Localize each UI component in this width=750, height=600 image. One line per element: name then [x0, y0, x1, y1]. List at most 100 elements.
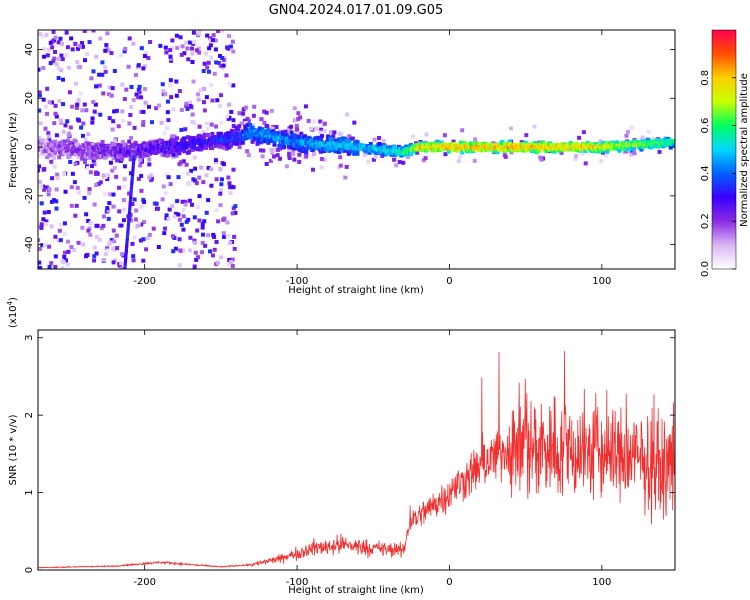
- heatmap-cell: [183, 199, 188, 204]
- heatmap-ridge-cell: [352, 151, 357, 156]
- heatmap-ridge-cell: [355, 151, 360, 156]
- heatmap-cell: [221, 63, 226, 68]
- snr-y-tick-label: 1: [24, 489, 35, 495]
- heatmap-cell: [105, 248, 110, 253]
- heatmap-cell: [213, 38, 218, 43]
- heatmap-cell: [47, 187, 52, 192]
- heatmap-cell: [169, 95, 174, 100]
- heatmap-ridge-cell: [82, 156, 87, 161]
- heatmap-ridge-cell: [231, 129, 236, 134]
- heatmap-cell: [194, 257, 199, 262]
- heatmap-cell: [284, 164, 289, 169]
- heatmap-cell: [70, 104, 75, 109]
- heatmap-cell: [42, 187, 47, 192]
- heatmap-cell: [78, 44, 83, 49]
- heatmap-ridge-cell: [168, 149, 173, 154]
- heatmap-ridge-cell: [217, 141, 222, 146]
- heatmap-ridge-cell: [301, 136, 306, 141]
- heatmap-cell: [78, 91, 83, 96]
- heatmap-cell: [141, 122, 146, 127]
- snr-x-tick-label: 0: [446, 577, 452, 588]
- heatmap-cell: [397, 160, 402, 165]
- heatmap-cell: [190, 202, 195, 207]
- heatmap-cell: [258, 148, 263, 153]
- heatmap-cell: [110, 168, 115, 173]
- heatmap-cell: [49, 261, 54, 266]
- heatmap-ridge-cell: [277, 136, 282, 141]
- heatmap-ridge-cell: [106, 145, 111, 150]
- heatmap-cell: [241, 107, 246, 112]
- heatmap-cell: [122, 164, 127, 169]
- heatmap-cell: [338, 163, 343, 168]
- heatmap-ridge-cell: [43, 148, 48, 153]
- heatmap-ridge-cell: [170, 134, 175, 139]
- heatmap-cell: [39, 201, 44, 206]
- heatmap-cell: [38, 179, 42, 184]
- heatmap-ridge-cell: [281, 142, 286, 147]
- heatmap-cell: [63, 123, 68, 128]
- heatmap-cell: [331, 134, 336, 139]
- heatmap-cell: [92, 162, 97, 167]
- heatmap-cell: [162, 231, 167, 236]
- heatmap-cell: [109, 238, 114, 243]
- heatmap-ridge-cell: [118, 147, 123, 152]
- heatmap-cell: [70, 140, 75, 145]
- heatmap-cell: [219, 177, 224, 182]
- heatmap-cell: [224, 146, 229, 151]
- heatmap-cell: [137, 84, 142, 89]
- heatmap-ridge-cell: [153, 139, 158, 144]
- heatmap-ridge-cell: [266, 140, 271, 145]
- heatmap-cell: [106, 92, 111, 97]
- heatmap-cell: [147, 157, 152, 162]
- heatmap-cell: [191, 79, 196, 84]
- heatmap-cell: [218, 63, 223, 68]
- heatmap-ridge-cell: [672, 143, 675, 148]
- heatmap-cell: [38, 168, 41, 173]
- heatmap-ridge-cell: [178, 142, 183, 147]
- heatmap-cell: [170, 204, 175, 209]
- heatmap-ridge-cell: [78, 144, 83, 149]
- heatmap-cell: [88, 220, 93, 225]
- heatmap-ridge-cell: [302, 134, 307, 139]
- heatmap-ridge-cell: [324, 146, 329, 151]
- heatmap-cell: [136, 63, 141, 68]
- heatmap-cell: [200, 221, 205, 226]
- heatmap-cell: [54, 62, 59, 67]
- heatmap-cell: [227, 115, 232, 120]
- heatmap-ridge-cell: [254, 131, 259, 136]
- snr-trace: [38, 350, 675, 569]
- heatmap-cell: [262, 109, 267, 114]
- heatmap-ridge-cell: [223, 132, 228, 137]
- heatmap-cell: [629, 152, 634, 157]
- heatmap-ridge-cell: [290, 135, 295, 140]
- heatmap-ridge-cell: [289, 145, 294, 150]
- heatmap-cell: [112, 165, 117, 170]
- heatmap-ridge-cell: [149, 147, 154, 152]
- heatmap-ridge-cell: [222, 146, 227, 151]
- heatmap-ridge-cell: [104, 154, 109, 159]
- snr-x-axis: -200 -100 0 100: [133, 330, 611, 588]
- heatmap-cell: [344, 164, 349, 169]
- snr-y-axis: 0 1 2 3: [24, 335, 675, 573]
- snr-series-line: [38, 350, 675, 569]
- heatmap-ridge-cell: [205, 132, 210, 137]
- heatmap-ridge-cell: [210, 131, 215, 136]
- heatmap-cell: [228, 259, 233, 264]
- heatmap-cell: [68, 125, 73, 130]
- heatmap-cell: [114, 174, 119, 179]
- heatmap-cell: [210, 253, 215, 258]
- heatmap-cell: [215, 98, 220, 103]
- heatmap-cell: [177, 237, 182, 242]
- heatmap-cell: [93, 171, 98, 176]
- heatmap-ridge-cell: [100, 139, 105, 144]
- heatmap-cell: [154, 201, 159, 206]
- heatmap-ridge-cell: [289, 141, 294, 146]
- heatmap-ridge-cell: [265, 124, 270, 129]
- heatmap-ridge-cell: [316, 135, 321, 140]
- heatmap-ridge-cell: [279, 137, 284, 142]
- heatmap-cell: [90, 116, 95, 121]
- heatmap-cell: [629, 149, 634, 154]
- heatmap-ridge-cell: [660, 138, 665, 143]
